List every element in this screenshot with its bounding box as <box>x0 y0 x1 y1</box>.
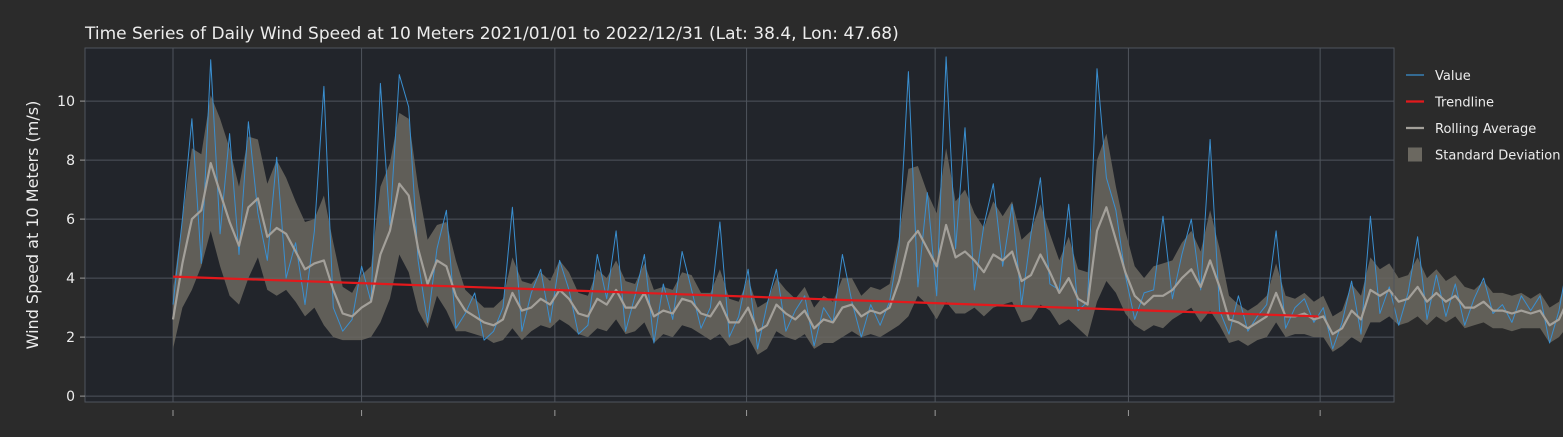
y-tick-label: 0 <box>66 389 75 405</box>
y-axis-label: Wind Speed at 10 Meters (m/s) <box>23 101 42 350</box>
legend-label: Standard Deviation <box>1435 149 1560 164</box>
y-tick-layer: 0 2 4 6 8 10 <box>57 94 85 405</box>
y-tick-label: 4 <box>66 271 75 287</box>
chart-title: Time Series of Daily Wind Speed at 10 Me… <box>84 24 899 44</box>
x-tick-layer <box>172 410 1321 416</box>
std-dev-band <box>173 95 1563 355</box>
trendline <box>172 275 1319 318</box>
plot-area-frame <box>84 47 1395 403</box>
legend-swatch-standard-deviation <box>1408 147 1422 162</box>
legend-label: Trendline <box>1434 96 1494 111</box>
y-tick-label: 8 <box>66 153 75 169</box>
legend: Value Trendline Rolling Average Standard De… <box>1406 69 1560 164</box>
legend-label: Value <box>1435 69 1471 84</box>
legend-label: Rolling Average <box>1435 122 1536 137</box>
rolling-average-line <box>171 162 1563 336</box>
value-line <box>172 56 1563 350</box>
y-tick-label: 2 <box>66 330 75 346</box>
grid-layer <box>85 48 1394 402</box>
series-layer <box>171 56 1563 355</box>
y-tick-label: 6 <box>66 212 75 228</box>
y-tick-label: 10 <box>57 94 75 110</box>
